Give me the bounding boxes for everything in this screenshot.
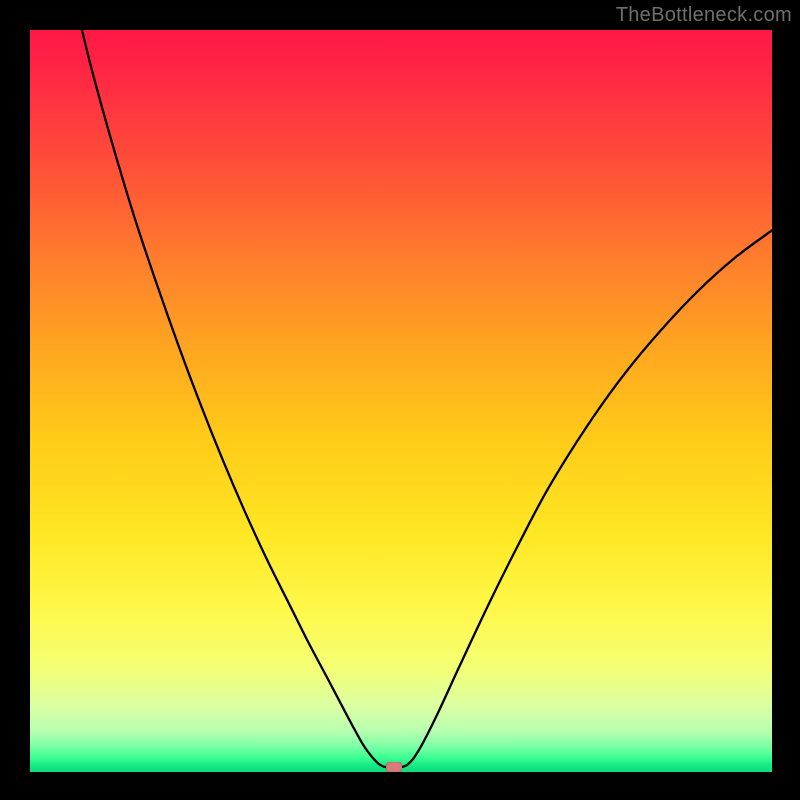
minimum-marker (386, 762, 402, 772)
gradient-rect (30, 30, 772, 772)
marker-rect (386, 762, 402, 772)
gradient-background (30, 30, 772, 772)
chart-frame: TheBottleneck.com (0, 0, 800, 800)
plot-area (30, 30, 772, 772)
watermark-text: TheBottleneck.com (616, 4, 792, 27)
